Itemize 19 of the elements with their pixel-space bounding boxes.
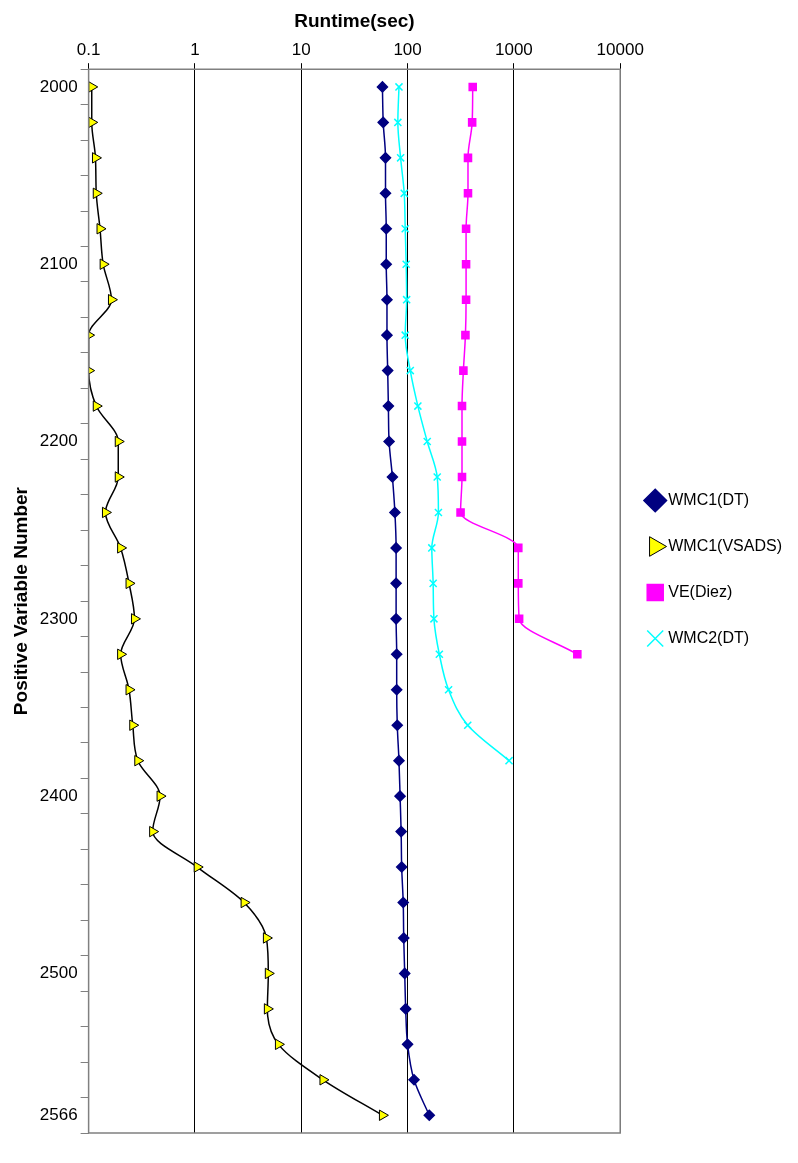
legend-label: VE(Diez) [668,582,733,600]
y-tick-label: 2400 [39,785,78,805]
x-tick-label: 1000 [494,39,533,59]
legend-label: WMC1(VSADS) [668,536,782,554]
x-tick-label: 10000 [596,39,644,59]
x-tick-label: 10 [291,39,311,59]
y-tick-label: 2566 [39,1104,78,1124]
x-tick-label: 100 [393,39,422,59]
y-tick-label: 2500 [39,963,78,983]
y-tick-label: 2100 [39,253,78,273]
y-axis-title: Positive Variable Number [9,486,31,716]
y-tick-label: 2000 [39,76,78,96]
y-tick-label: 2300 [39,608,78,628]
y-tick-label: 2200 [39,431,78,451]
legend-label: WMC2(DT) [668,628,750,646]
x-tick-label: 0.1 [76,39,101,59]
x-tick-label: 1 [190,39,200,59]
x-axis-title: Runtime(sec) [294,9,415,31]
legend-label: WMC1(DT) [668,490,750,508]
